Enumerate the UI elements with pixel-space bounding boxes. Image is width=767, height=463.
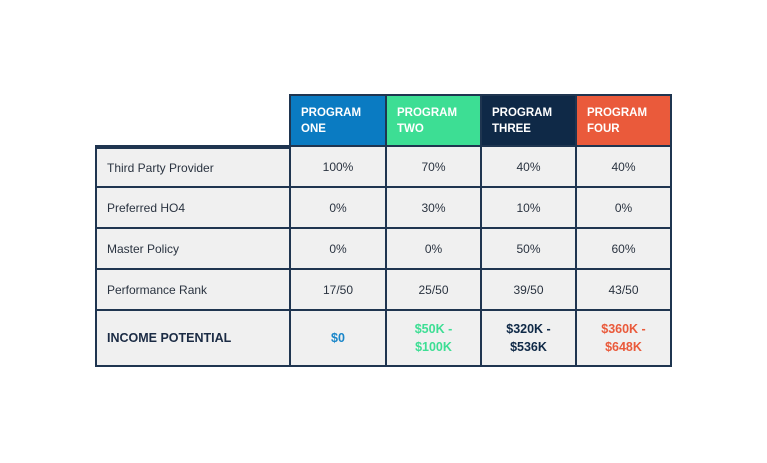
table-cell: 60%: [577, 229, 672, 270]
income-value: $50K - $100K: [387, 311, 482, 367]
program-three-header: PROGRAM THREE: [482, 94, 577, 147]
table-cell: 39/50: [482, 270, 577, 311]
table-cell: 40%: [482, 147, 577, 188]
table-cell: 17/50: [291, 270, 387, 311]
row-label-performance-rank: Performance Rank: [95, 270, 291, 311]
table-cell: 10%: [482, 188, 577, 229]
row-label-third-party-provider: Third Party Provider: [95, 147, 291, 188]
table-cell: 50%: [482, 229, 577, 270]
program-two-header: PROGRAM TWO: [387, 94, 482, 147]
table-cell: 100%: [291, 147, 387, 188]
income-value: $360K - $648K: [577, 311, 672, 367]
table-cell: 0%: [387, 229, 482, 270]
income-value: $320K - $536K: [482, 311, 577, 367]
table-cell: 40%: [577, 147, 672, 188]
row-label-preferred-ho4: Preferred HO4: [95, 188, 291, 229]
table-cell: 30%: [387, 188, 482, 229]
table-cell: 0%: [291, 229, 387, 270]
table-cell: 0%: [291, 188, 387, 229]
program-one-header: PROGRAM ONE: [291, 94, 387, 147]
income-value: $0: [291, 311, 387, 367]
table-cell: 0%: [577, 188, 672, 229]
corner-cell: [95, 94, 291, 147]
table-cell: 43/50: [577, 270, 672, 311]
table-cell: 70%: [387, 147, 482, 188]
comparison-table: PROGRAM ONE PROGRAM TWO PROGRAM THREE PR…: [95, 94, 672, 367]
row-label-income-potential: INCOME POTENTIAL: [95, 311, 291, 367]
program-four-header: PROGRAM FOUR: [577, 94, 672, 147]
row-label-master-policy: Master Policy: [95, 229, 291, 270]
table-cell: 25/50: [387, 270, 482, 311]
